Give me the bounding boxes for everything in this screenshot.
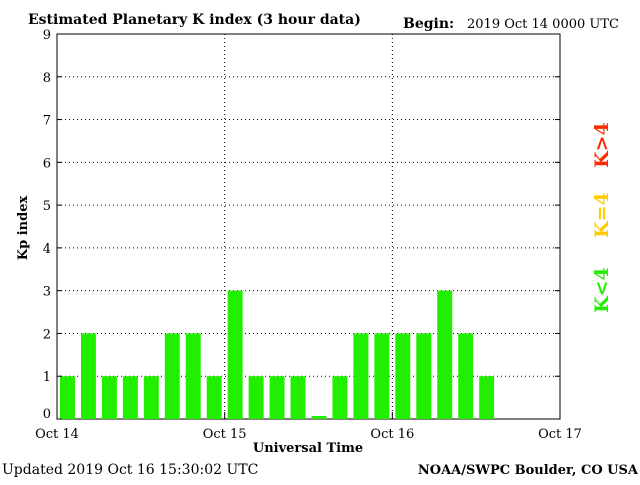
kp-bar (80, 333, 96, 419)
kp-bar (60, 376, 75, 419)
x-tick-label: Oct 16 (370, 427, 414, 442)
kp-bar (353, 333, 369, 419)
x-tick-label: Oct 14 (35, 427, 79, 442)
y-tick-label: 6 (43, 156, 51, 171)
legend-high: K>4 (591, 122, 613, 168)
legend-equal: K=4 (591, 192, 613, 238)
kp-bar (395, 333, 411, 419)
y-tick-label: 3 (43, 285, 51, 300)
y-tick-label: 0 (43, 407, 51, 422)
chart-title: Estimated Planetary K index (3 hour data… (28, 12, 361, 28)
grid (57, 33, 560, 419)
y-ticks: 0 1 2 3 4 5 6 7 8 9 (43, 28, 560, 422)
kp-bar (206, 376, 222, 419)
kp-bar (374, 333, 390, 419)
kp-bar (227, 290, 243, 419)
begin-value: 2019 Oct 14 0000 UTC (467, 17, 619, 32)
y-tick-label: 2 (43, 327, 51, 342)
y-tick-label: 7 (43, 114, 51, 129)
y-tick-label: 8 (43, 71, 51, 86)
kp-bar (248, 376, 264, 419)
kp-bar (458, 333, 474, 419)
kp-bar (479, 376, 495, 419)
x-tick-label: Oct 17 (538, 427, 582, 442)
kp-bar (269, 376, 285, 419)
bars (60, 290, 495, 419)
x-tick-label: Oct 15 (203, 427, 247, 442)
kp-bar (122, 376, 138, 419)
kp-bar (311, 416, 327, 419)
kp-bar (416, 333, 432, 419)
updated-timestamp: Updated 2019 Oct 16 15:30:02 UTC (2, 462, 258, 478)
kp-bar (164, 333, 180, 419)
kp-bar (185, 333, 201, 419)
y-axis-label: Kp index (16, 196, 31, 261)
kp-bar (101, 376, 117, 419)
kp-bar (290, 376, 306, 419)
kp-bar (437, 290, 453, 419)
legend-low: K<4 (591, 267, 613, 313)
x-axis-label: Universal Time (253, 441, 363, 456)
y-tick-label: 9 (43, 28, 51, 43)
begin-label: Begin: (403, 16, 454, 32)
x-ticks: Oct 14 Oct 15 Oct 16 Oct 17 (35, 412, 582, 442)
y-tick-label: 4 (43, 242, 51, 257)
y-tick-label: 1 (43, 370, 51, 385)
kp-bar (143, 376, 159, 419)
plot-frame (56, 33, 561, 420)
kp-bar (332, 376, 348, 419)
source-credit: NOAA/SWPC Boulder, CO USA (418, 463, 639, 478)
y-tick-label: 5 (43, 199, 51, 214)
